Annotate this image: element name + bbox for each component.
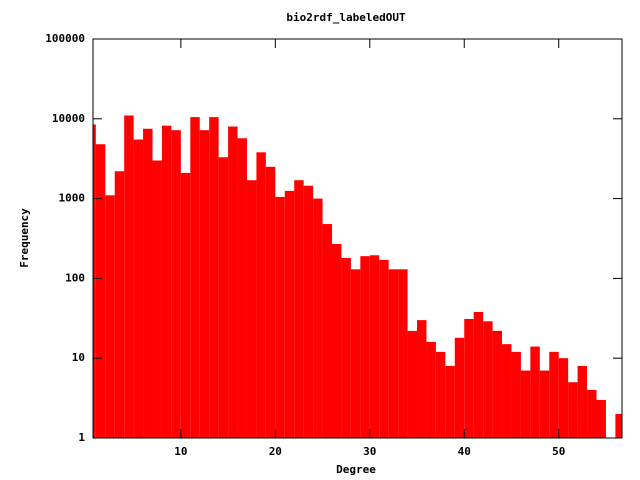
bar	[398, 269, 408, 438]
x-tick-label: 40	[458, 445, 471, 458]
x-tick-label: 20	[269, 445, 282, 458]
bar	[492, 330, 503, 438]
x-tick-label: 30	[363, 445, 376, 458]
bar	[275, 196, 285, 438]
x-axis-label: Degree	[336, 463, 376, 476]
y-tick-label: 100	[65, 271, 85, 284]
bar	[435, 351, 446, 438]
x-tick-label: 10	[174, 445, 187, 458]
bar	[180, 172, 191, 438]
bar	[568, 382, 578, 438]
bar	[114, 171, 125, 438]
bar	[152, 160, 162, 438]
x-tick-label: 50	[552, 445, 565, 458]
bar	[502, 344, 512, 438]
bar	[303, 185, 314, 438]
bar	[284, 190, 295, 438]
y-tick-label: 10000	[52, 112, 85, 125]
bar	[369, 255, 380, 438]
bar	[577, 365, 588, 438]
bar	[237, 138, 247, 438]
bar	[454, 337, 465, 438]
y-axis-label: Frequency	[18, 208, 31, 268]
bar	[124, 115, 134, 438]
bar	[143, 128, 153, 438]
bar	[483, 321, 493, 438]
y-tick-label: 10	[72, 351, 85, 364]
bar	[95, 144, 106, 438]
bar	[341, 258, 351, 438]
bar	[133, 139, 144, 438]
bar	[228, 126, 238, 438]
bar	[199, 130, 210, 438]
y-tick-label: 1	[78, 431, 85, 444]
bar	[464, 318, 474, 438]
bar	[445, 365, 455, 438]
bar	[549, 351, 559, 438]
bar	[596, 399, 606, 438]
bar	[379, 260, 389, 438]
bar	[313, 198, 323, 438]
chart-title: bio2rdf_labeledOUT	[286, 11, 406, 24]
plot-frame	[92, 38, 623, 439]
bar	[105, 195, 115, 438]
bar	[209, 117, 219, 438]
bar	[388, 269, 399, 438]
bar	[426, 341, 436, 438]
bar	[93, 124, 96, 438]
bar	[473, 311, 484, 438]
bar	[322, 224, 332, 438]
bar	[615, 413, 622, 438]
bar	[218, 157, 229, 438]
bar	[331, 243, 342, 438]
bar	[190, 117, 200, 438]
bar	[294, 180, 304, 438]
y-tick-label: 1000	[59, 192, 86, 205]
bar	[171, 130, 181, 438]
bar	[558, 358, 569, 438]
bar	[511, 351, 521, 438]
bar	[530, 346, 540, 438]
bar	[161, 125, 172, 438]
bar	[265, 166, 276, 438]
bar	[246, 180, 257, 438]
y-tick-label: 100000	[45, 32, 85, 45]
bar	[417, 320, 427, 438]
bar	[407, 330, 418, 438]
bar	[256, 152, 266, 438]
bar	[539, 370, 550, 438]
bar	[587, 389, 597, 438]
bar	[520, 370, 531, 438]
bar	[360, 256, 370, 438]
plot-area	[93, 115, 622, 438]
bar	[350, 269, 361, 438]
